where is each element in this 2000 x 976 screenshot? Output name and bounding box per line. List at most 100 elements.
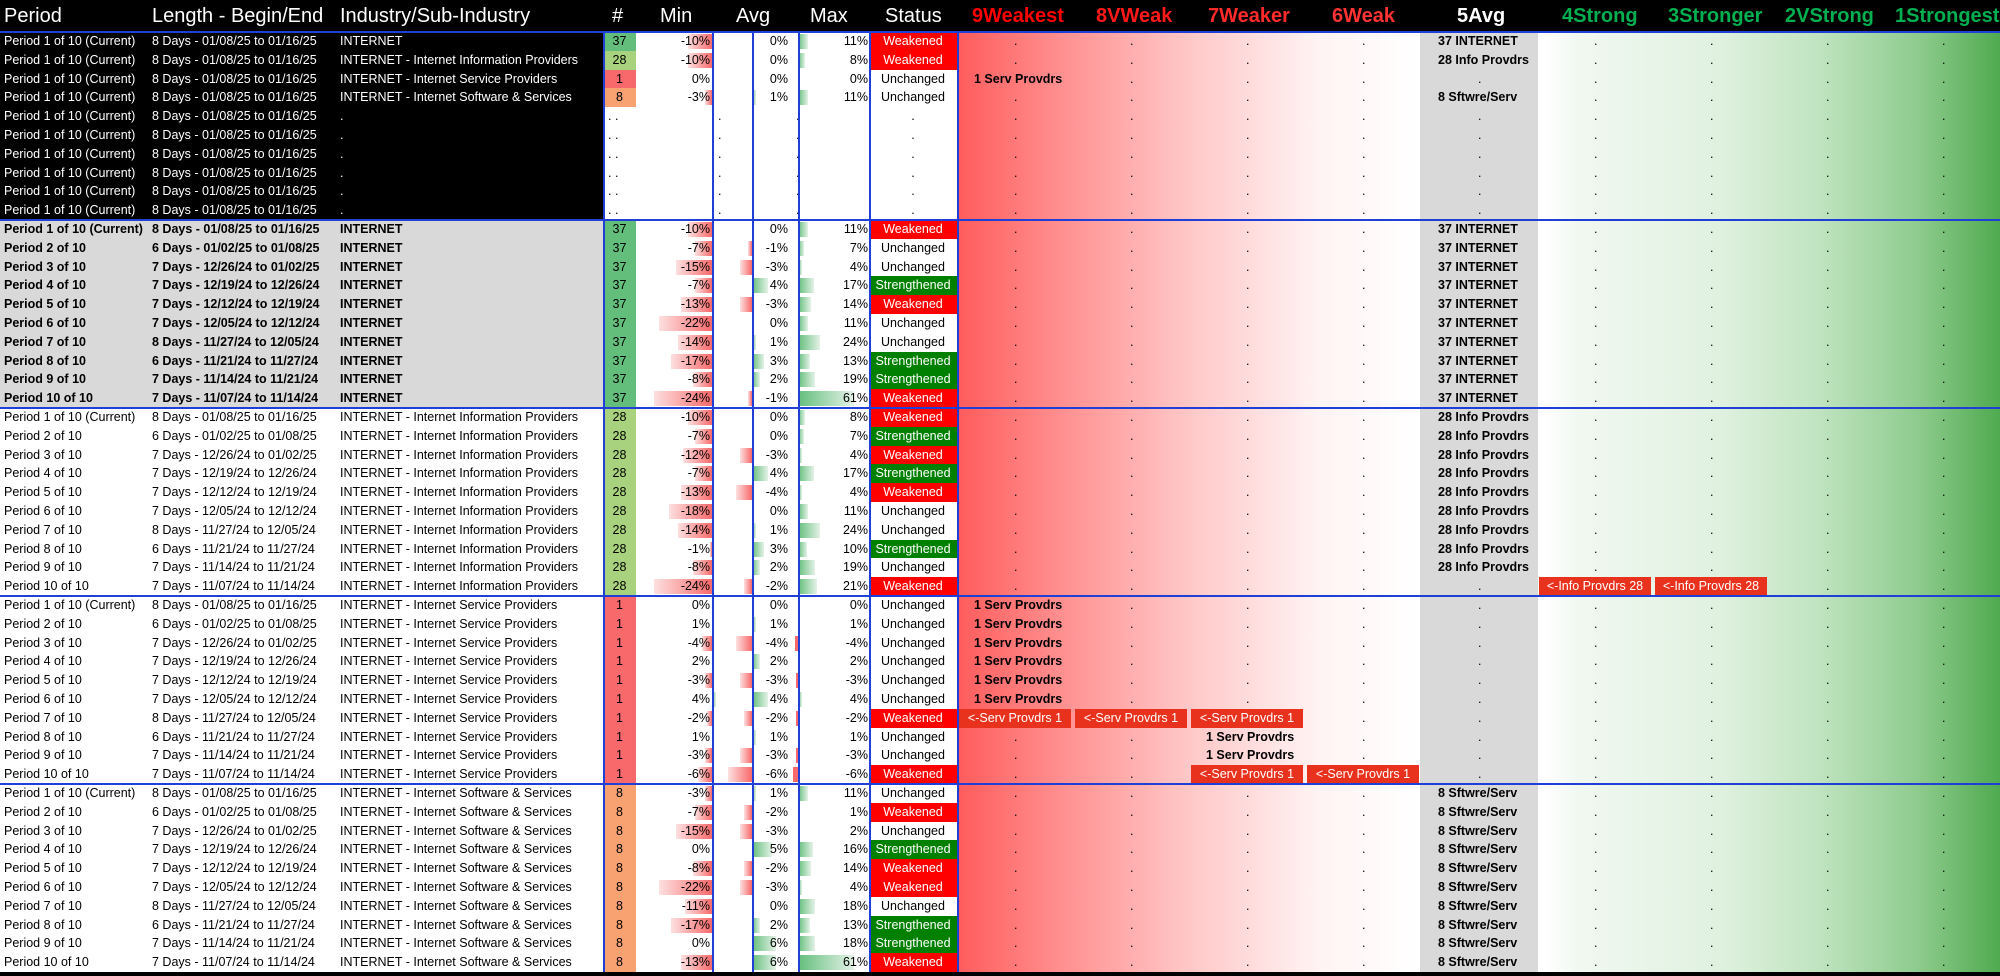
avg-cell[interactable]: 0% (769, 504, 788, 518)
status-cell[interactable]: Strengthened (869, 351, 957, 371)
count-cell[interactable]: 37 (603, 370, 636, 390)
status-cell[interactable]: Unchanged (881, 823, 945, 838)
status-cell[interactable]: Weakened (869, 220, 957, 239)
table-row[interactable]: Period 2 of 10 6 Days - 01/02/25 to 01/08… (0, 238, 2000, 258)
period-cell[interactable]: Period 2 of 10 (4, 616, 82, 631)
avg-cell[interactable]: -3% (765, 673, 788, 688)
bucket-tag[interactable]: 1 Serv Provdrs (1206, 729, 1295, 744)
count-cell[interactable]: 28 (603, 464, 636, 484)
industry-cell[interactable]: INTERNET - Internet Service Providers (340, 710, 558, 725)
industry-cell[interactable]: . (340, 109, 344, 124)
status-cell[interactable]: Unchanged (881, 71, 945, 86)
status-cell[interactable]: Unchanged (881, 522, 945, 537)
max-cell[interactable]: 1% (849, 729, 868, 744)
status-cell[interactable]: Unchanged (881, 240, 945, 255)
table-row[interactable]: Period 6 of 10 7 Days - 12/05/24 to 12/12… (0, 314, 2000, 333)
industry-cell[interactable]: INTERNET - Internet Service Providers (340, 71, 558, 86)
status-cell[interactable]: Weakened (869, 295, 957, 314)
avg-cell[interactable]: -4% (765, 485, 788, 500)
industry-cell[interactable]: INTERNET (340, 240, 403, 255)
max-cell[interactable]: -4% (845, 635, 868, 650)
table-row[interactable]: Period 5 of 10 7 Days - 12/12/24 to 12/19… (0, 671, 2000, 690)
period-cell[interactable]: Period 4 of 10 (4, 654, 82, 669)
min-cell[interactable]: -4% (687, 635, 710, 650)
period-cell[interactable]: Period 1 of 10 (Current) (4, 71, 136, 86)
period-cell[interactable]: Period 1 of 10 (Current) (4, 222, 143, 236)
bucket-tag[interactable]: 37 INTERNET (1438, 372, 1518, 387)
status-cell[interactable]: Unchanged (881, 316, 945, 330)
status-cell[interactable]: Weakened (869, 483, 957, 502)
bucket-tag[interactable]: 28 Info Provdrs (1438, 541, 1529, 556)
table-row[interactable]: Period 1 of 10 (Current) 8 Days - 01/08/2… (0, 182, 2000, 201)
industry-cell[interactable]: INTERNET - Internet Information Provider… (340, 410, 579, 424)
min-cell[interactable]: 1% (691, 616, 710, 631)
length-cell[interactable]: 7 Days - 12/19/24 to 12/26/24 (152, 654, 317, 669)
status-cell[interactable]: Unchanged (881, 334, 945, 349)
table-row[interactable]: Period 10 of 10 7 Days - 11/07/24 to 11/1… (0, 953, 2000, 972)
bucket-tag[interactable]: 1 Serv Provdrs (974, 692, 1063, 706)
length-cell[interactable]: 7 Days - 12/19/24 to 12/26/24 (152, 278, 320, 293)
length-cell[interactable]: 6 Days - 01/02/25 to 01/08/25 (152, 240, 320, 255)
length-cell[interactable]: 6 Days - 11/21/24 to 11/27/24 (152, 729, 315, 744)
count-cell[interactable]: 8 (603, 896, 636, 916)
max-cell[interactable]: -3% (845, 673, 868, 688)
avg-cell[interactable]: 1% (769, 786, 788, 800)
min-cell[interactable]: -7% (687, 466, 710, 481)
min-cell[interactable]: -15% (680, 823, 710, 838)
industry-cell[interactable]: INTERNET (340, 297, 403, 312)
bucket-tag[interactable]: 28 Info Provdrs (1438, 428, 1529, 443)
count-cell[interactable]: 28 (603, 483, 636, 502)
avg-cell[interactable]: 0% (769, 52, 788, 67)
length-cell[interactable]: 7 Days - 12/05/24 to 12/12/24 (152, 504, 317, 518)
count-cell[interactable]: 8 (603, 88, 636, 108)
avg-cell[interactable]: -3% (765, 823, 788, 838)
min-cell[interactable]: 2% (691, 654, 710, 669)
avg-cell[interactable]: -3% (765, 880, 788, 894)
industry-cell[interactable]: INTERNET - Internet Information Provider… (340, 541, 579, 556)
header-max[interactable]: Max (810, 5, 848, 27)
min-cell[interactable]: -3% (687, 673, 710, 688)
industry-cell[interactable]: INTERNET - Internet Software & Services (340, 955, 572, 970)
avg-cell[interactable]: -3% (765, 259, 788, 274)
period-cell[interactable]: Period 5 of 10 (4, 485, 82, 500)
table-row[interactable]: Period 1 of 10 (Current) 8 Days - 01/08/2… (0, 69, 2000, 89)
period-cell[interactable]: Period 3 of 10 (4, 635, 82, 650)
bucket-tag[interactable]: 8 Sftwre/Serv (1438, 936, 1518, 951)
length-cell[interactable]: 8 Days - 01/08/25 to 01/16/25 (152, 203, 317, 218)
max-cell[interactable]: 17% (842, 278, 868, 293)
header-industry[interactable]: Industry/Sub-Industry (340, 5, 531, 27)
period-cell[interactable]: Period 2 of 10 (4, 428, 82, 443)
count-cell[interactable]: 8 (603, 878, 636, 897)
industry-cell[interactable]: INTERNET - Internet Service Providers (340, 692, 558, 706)
period-cell[interactable]: Period 6 of 10 (4, 880, 82, 894)
header-avg[interactable]: Avg (736, 5, 771, 27)
bucket-tag[interactable]: 37 INTERNET (1438, 222, 1518, 236)
industry-cell[interactable]: INTERNET - Internet Software & Services (340, 786, 572, 800)
status-cell[interactable]: Unchanged (881, 692, 945, 706)
min-cell[interactable]: -18% (680, 504, 710, 518)
max-cell[interactable]: 11% (843, 504, 868, 518)
max-cell[interactable]: 18% (842, 898, 868, 913)
period-cell[interactable]: Period 2 of 10 (4, 240, 86, 255)
length-cell[interactable]: 8 Days - 01/08/25 to 01/16/25 (152, 146, 317, 161)
status-cell[interactable]: Strengthened (869, 464, 957, 484)
period-cell[interactable]: Period 1 of 10 (Current) (4, 52, 136, 67)
table-row[interactable]: Period 2 of 10 6 Days - 01/02/25 to 01/08… (0, 802, 2000, 822)
table-row[interactable]: Period 5 of 10 7 Days - 12/12/24 to 12/19… (0, 295, 2000, 314)
max-cell[interactable]: 18% (842, 936, 868, 951)
bucket-tag[interactable]: 37 INTERNET (1438, 391, 1518, 406)
min-cell[interactable]: -2% (687, 710, 710, 725)
avg-cell[interactable]: -2% (765, 804, 788, 819)
length-cell[interactable]: 8 Days - 11/27/24 to 12/05/24 (152, 334, 319, 349)
min-cell[interactable]: -17% (680, 353, 710, 368)
status-cell[interactable]: Strengthened (869, 276, 957, 296)
min-cell[interactable]: -13% (680, 955, 710, 970)
max-cell[interactable]: 8% (849, 52, 868, 67)
status-cell[interactable]: Strengthened (869, 840, 957, 860)
industry-cell[interactable]: INTERNET - Internet Service Providers (340, 748, 558, 763)
max-cell[interactable]: -2% (845, 710, 868, 725)
count-cell[interactable]: 8 (603, 934, 636, 954)
length-cell[interactable]: 8 Days - 01/08/25 to 01/16/25 (152, 786, 317, 800)
industry-cell[interactable]: INTERNET - Internet Service Providers (340, 673, 558, 688)
count-cell[interactable]: 8 (603, 915, 636, 935)
